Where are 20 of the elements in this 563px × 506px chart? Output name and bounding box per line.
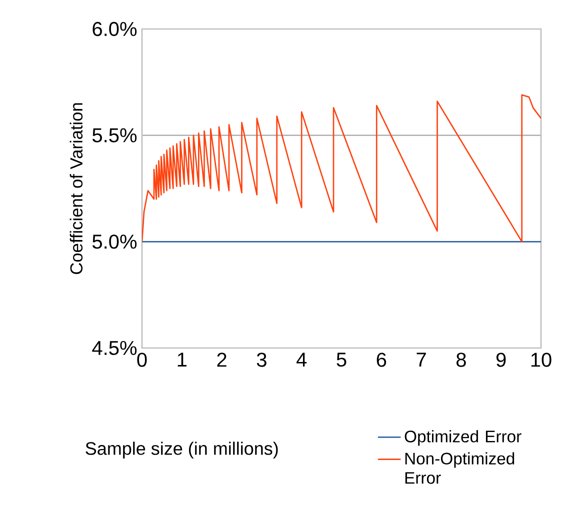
- x-tick-label: 9: [496, 352, 506, 367]
- x-tick-label: 0: [137, 352, 147, 367]
- y-axis-title: Coefficient of Variation: [70, 103, 83, 274]
- x-tick-label: 3: [256, 352, 266, 367]
- x-axis-title: Sample size (in millions): [86, 442, 278, 458]
- legend-label: Optimized Error: [404, 430, 522, 446]
- x-tick-label: 5: [336, 352, 346, 367]
- y-tick-label: 6.0%: [92, 22, 137, 36]
- y-tick-label: 4.5%: [92, 340, 137, 356]
- legend-label: Non-Optimized Error: [405, 452, 514, 484]
- line-series: [142, 94, 542, 242]
- x-tick-label: 8: [456, 352, 466, 367]
- x-tick-label: 1: [178, 352, 186, 366]
- x-tick-label: 4: [296, 352, 307, 366]
- y-tick-label: 5.5%: [92, 128, 137, 142]
- x-tick-label: 10: [531, 352, 552, 367]
- y-tick-label: 5.0%: [92, 234, 137, 249]
- x-tick-label: 2: [217, 352, 226, 367]
- x-tick-label: 7: [416, 352, 426, 366]
- x-tick-label: 6: [376, 352, 386, 367]
